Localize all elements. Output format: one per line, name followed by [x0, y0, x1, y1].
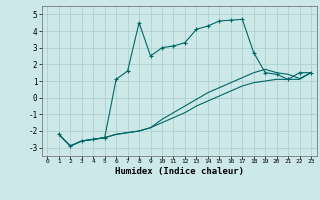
X-axis label: Humidex (Indice chaleur): Humidex (Indice chaleur) — [115, 167, 244, 176]
